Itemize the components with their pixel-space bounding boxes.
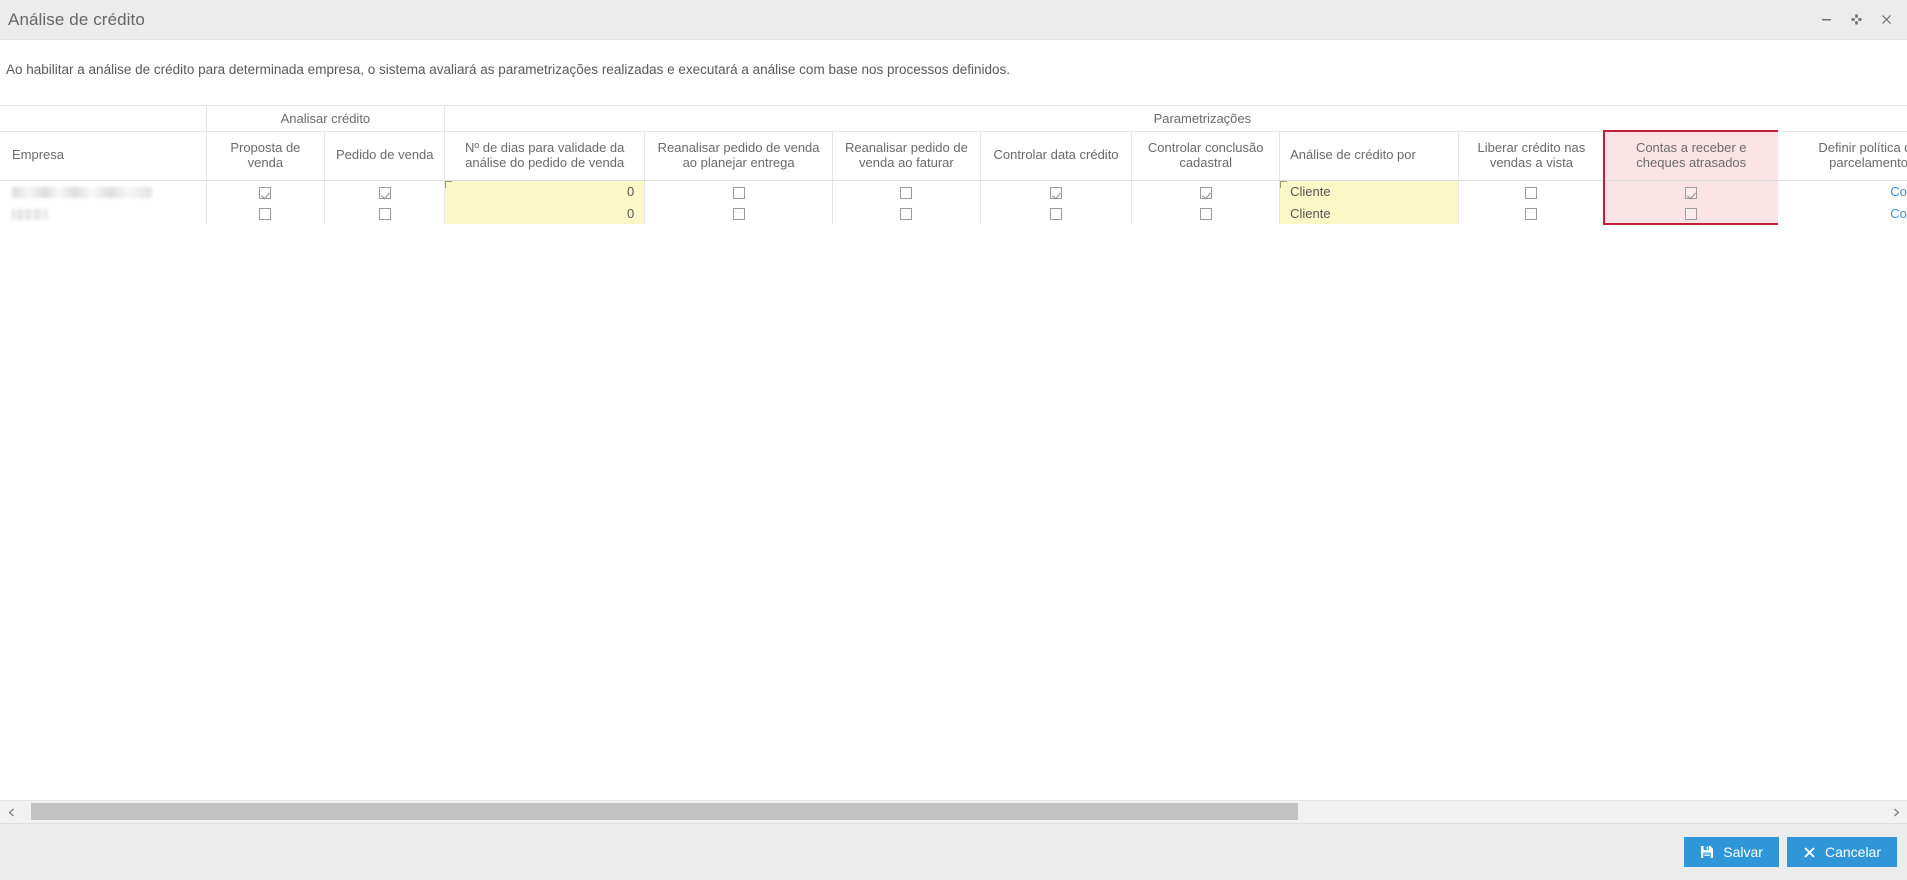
checkbox-reanalisar-planejar-entrega[interactable]	[732, 186, 745, 199]
save-button-label: Salvar	[1723, 844, 1763, 860]
save-icon	[1700, 845, 1714, 859]
cell-controlar-conclusao-cadastral[interactable]	[1131, 202, 1281, 225]
cell-dias-validade[interactable]: 0	[444, 180, 646, 203]
column-header-empresa[interactable]: Empresa	[0, 131, 207, 182]
checkbox-pedido-de-venda[interactable]	[378, 208, 391, 221]
cell-controlar-data-credito[interactable]	[980, 180, 1133, 203]
cell-reanalisar-faturar[interactable]	[832, 180, 981, 203]
cell-definir-politica-parcelamento[interactable]: Configurar	[1777, 180, 1907, 203]
cell-pedido-de-venda[interactable]	[324, 202, 446, 225]
cell-controlar-conclusao-cadastral[interactable]	[1131, 180, 1281, 203]
window-titlebar: Análise de crédito	[0, 0, 1907, 40]
column-header-analise-credito-por[interactable]: Análise de crédito por	[1279, 131, 1460, 182]
column-header-pedido-de-venda[interactable]: Pedido de venda	[324, 131, 446, 182]
checkbox-controlar-conclusao-cadastral[interactable]	[1199, 186, 1212, 199]
checkbox-controlar-data-credito[interactable]	[1050, 186, 1063, 199]
checkbox-controlar-conclusao-cadastral[interactable]	[1199, 208, 1212, 221]
table-row[interactable]: 0 Cliente	[0, 202, 1907, 226]
cell-liberar-credito-vendas-vista[interactable]	[1458, 202, 1605, 225]
group-header-parametrizacoes: Parametrizações	[444, 105, 1907, 132]
cell-dias-validade[interactable]: 0	[444, 202, 646, 225]
credit-analysis-grid: Analisar crédito Parametrizações Empresa…	[0, 105, 1907, 226]
restore-icon[interactable]	[1841, 5, 1871, 35]
cell-reanalisar-planejar-entrega[interactable]	[644, 202, 833, 225]
redacted-company-name	[12, 208, 48, 220]
cell-proposta-de-venda[interactable]	[206, 202, 326, 225]
checkbox-contas-receber-cheques-atrasados[interactable]	[1685, 207, 1698, 220]
cancel-button[interactable]: Cancelar	[1786, 837, 1897, 867]
cell-controlar-data-credito[interactable]	[980, 202, 1133, 225]
checkbox-proposta-de-venda[interactable]	[259, 186, 272, 199]
redacted-company-name	[12, 187, 152, 199]
scrollbar-track[interactable]	[22, 801, 1885, 823]
cell-analise-credito-por[interactable]: Cliente	[1279, 202, 1460, 225]
column-header-controlar-conclusao-cadastral[interactable]: Controlar conclusão cadastral	[1131, 131, 1281, 182]
window-title: Análise de crédito	[8, 9, 145, 29]
cell-empresa[interactable]	[0, 180, 207, 203]
window-controls	[1811, 0, 1901, 39]
cancel-button-label: Cancelar	[1824, 844, 1881, 860]
cell-analise-credito-por[interactable]: Cliente	[1279, 180, 1460, 203]
column-header-contas-receber-cheques-atrasados[interactable]: Contas a receber e cheques atrasados	[1603, 130, 1779, 182]
intro-text: Ao habilitar a análise de crédito para d…	[6, 62, 1011, 77]
scrollbar-thumb[interactable]	[31, 803, 1298, 820]
cell-pedido-de-venda[interactable]	[324, 180, 446, 203]
checkbox-controlar-data-credito[interactable]	[1050, 208, 1063, 221]
table-row[interactable]: 0 Cliente	[0, 180, 1907, 203]
save-button[interactable]: Salvar	[1684, 837, 1779, 867]
cell-contas-receber-cheques-atrasados[interactable]	[1603, 180, 1779, 203]
column-header-liberar-credito-vendas-vista[interactable]: Liberar crédito nas vendas a vista	[1458, 131, 1605, 182]
column-header-reanalisar-planejar-entrega[interactable]: Reanalisar pedido de venda ao planejar e…	[644, 131, 833, 182]
checkbox-reanalisar-planejar-entrega[interactable]	[732, 208, 745, 221]
horizontal-scrollbar[interactable]	[0, 800, 1907, 823]
chevron-left-icon[interactable]	[0, 801, 22, 823]
cell-contas-receber-cheques-atrasados[interactable]	[1603, 202, 1779, 226]
checkbox-proposta-de-venda[interactable]	[259, 208, 272, 221]
column-header-dias-validade[interactable]: Nº de dias para validade da análise do p…	[444, 131, 646, 182]
checkbox-reanalisar-faturar[interactable]	[900, 186, 913, 199]
checkbox-reanalisar-faturar[interactable]	[900, 208, 913, 221]
column-header-controlar-data-credito[interactable]: Controlar data crédito	[980, 131, 1133, 182]
checkbox-liberar-credito-vendas-vista[interactable]	[1525, 208, 1538, 221]
group-header-blank	[0, 105, 207, 132]
cell-definir-politica-parcelamento[interactable]: Configurar	[1777, 202, 1907, 225]
checkbox-contas-receber-cheques-atrasados[interactable]	[1685, 186, 1698, 199]
grid-group-header-row: Analisar crédito Parametrizações	[0, 105, 1907, 132]
checkbox-pedido-de-venda[interactable]	[378, 186, 391, 199]
cell-empresa[interactable]	[0, 202, 207, 225]
column-header-reanalisar-faturar[interactable]: Reanalisar pedido de venda ao faturar	[832, 131, 981, 182]
cell-reanalisar-faturar[interactable]	[832, 202, 981, 225]
minimize-icon[interactable]	[1811, 5, 1841, 35]
close-icon[interactable]	[1871, 5, 1901, 35]
cell-proposta-de-venda[interactable]	[206, 180, 326, 203]
dialog-footer: Salvar Cancelar	[0, 823, 1907, 880]
column-header-definir-politica-parcelamento[interactable]: Definir política de parcelamento	[1777, 131, 1907, 182]
grid-column-header-row: Empresa Proposta de venda Pedido de vend…	[0, 130, 1907, 182]
group-header-analisar-credito: Analisar crédito	[206, 105, 446, 132]
checkbox-liberar-credito-vendas-vista[interactable]	[1525, 186, 1538, 199]
column-header-proposta-de-venda[interactable]: Proposta de venda	[206, 131, 326, 182]
chevron-right-icon[interactable]	[1885, 801, 1907, 823]
cell-liberar-credito-vendas-vista[interactable]	[1458, 180, 1605, 203]
close-icon	[1803, 846, 1816, 859]
cell-reanalisar-planejar-entrega[interactable]	[644, 180, 833, 203]
